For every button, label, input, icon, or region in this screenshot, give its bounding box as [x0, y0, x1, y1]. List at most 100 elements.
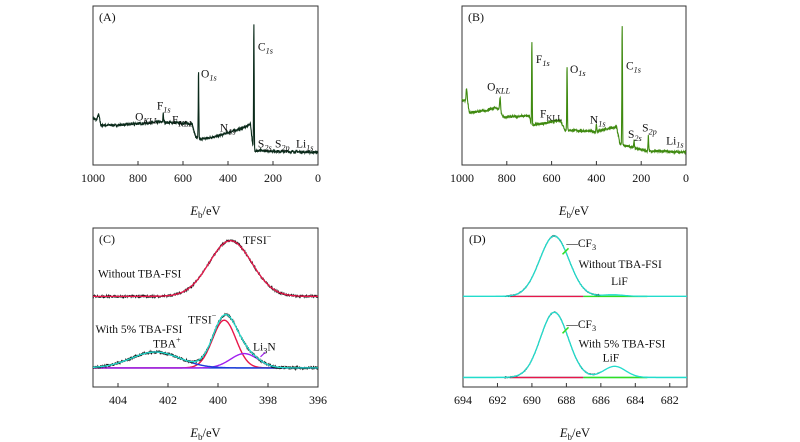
peak-annotation-main: Without TBA-FSI: [98, 268, 182, 280]
peak-annotation-main: C: [258, 42, 266, 54]
peak-annotation: Li3N: [253, 341, 276, 355]
peak-annotation-main: N: [220, 123, 229, 135]
x-axis-label: Eb/eV: [559, 426, 590, 442]
peak-annotation-sub: 1s: [209, 74, 216, 83]
peak-annotation: C1s: [626, 61, 641, 75]
peak-annotation: S2s: [628, 129, 642, 143]
peak-annotation: F1s: [157, 100, 171, 114]
peak-annotation-sub: 1s: [676, 140, 683, 149]
plot-frame: [461, 5, 687, 166]
plot-frame: [92, 227, 319, 388]
peak-annotation-main: S: [628, 129, 634, 141]
peak-annotation: Li1s: [666, 135, 684, 149]
peak-annotation-sub: 3: [592, 324, 596, 333]
x-axis-label: Eb/eV: [558, 204, 589, 220]
peak-annotation: O1s: [570, 64, 586, 78]
x-axis-label-rest: /eV: [203, 426, 221, 440]
peak-annotation: With 5% TBA-FSI: [578, 338, 665, 350]
marker-arrow: [561, 247, 570, 255]
peak-annotation: O1s: [201, 69, 217, 83]
x-tick-label: 684: [626, 393, 644, 407]
peak-annotation-main: O: [201, 69, 209, 81]
x-axis-label-rest: /eV: [571, 204, 589, 218]
peak-annotation-main: Li: [253, 341, 263, 353]
peak-annotation-sub: 1s: [306, 144, 313, 153]
x-tick-label: 0: [315, 171, 321, 185]
x-axis-label-sub: b: [567, 210, 572, 220]
marker-arrow: [260, 351, 266, 358]
x-tick-label: 400: [219, 171, 237, 185]
peak-annotation-sub: 3: [263, 346, 267, 355]
x-axis-label-sub: b: [198, 432, 203, 442]
peak-annotation-sub: KLL: [142, 116, 158, 125]
panel-label: (C): [99, 232, 115, 246]
x-axis-label: Eb/eV: [189, 204, 220, 220]
peak-annotation-main: With 5% TBA-FSI: [96, 324, 183, 336]
x-tick-label: 404: [109, 393, 127, 407]
peak-annotation: S2p: [275, 139, 290, 153]
x-tick-label: 694: [454, 393, 472, 407]
x-tick-label: 800: [129, 171, 147, 185]
panel-b: 1000 800 600 400 200 0Eb/eV(B)F1sO1sC1sOKLLFK…: [450, 5, 689, 220]
x-tick-label: 800: [498, 171, 516, 185]
x-tick-label: 1000: [450, 171, 474, 185]
peak-annotation-sub: KLL: [494, 86, 510, 95]
peak-annotation-main: Li: [296, 139, 306, 151]
peak-annotation-main: F: [540, 108, 546, 120]
peak-annotation-sub: KLL: [177, 120, 193, 129]
fit-envelope-line: [93, 313, 318, 369]
peak-annotation-sub: 3: [592, 243, 596, 252]
panel-label: (D): [469, 232, 486, 246]
x-tick-label: 398: [259, 393, 277, 407]
x-axis-label-main: E: [558, 204, 567, 218]
peak-annotation-sup: −: [212, 311, 217, 320]
peak-annotation-main: —CF: [565, 238, 592, 250]
peak-annotation: With 5% TBA-FSI: [96, 324, 183, 336]
fit-envelope-line: [93, 240, 318, 298]
x-tick-label: 682: [661, 393, 679, 407]
x-tick-label: 686: [592, 393, 610, 407]
fit-envelope-line: [463, 235, 687, 298]
peak-annotation-sub: KLL: [546, 113, 562, 122]
x-axis-label-main: E: [189, 204, 198, 218]
peak-annotation: TFSI−: [188, 311, 217, 326]
x-axis-label-sub: b: [568, 432, 573, 442]
peak-annotation-sup: +: [176, 335, 181, 344]
peak-annotation-main: O: [135, 111, 143, 123]
panel-label: (B): [468, 10, 484, 24]
x-tick-label: 400: [209, 393, 227, 407]
peak-annotation-main: TFSI: [243, 235, 267, 247]
peak-annotation-main: LiF: [611, 276, 628, 288]
peak-annotation: LiF: [603, 353, 620, 365]
peak-annotation-sub: 1s: [578, 69, 585, 78]
peak-annotation-main: S: [275, 139, 281, 151]
peak-annotation-sub: 1s: [163, 105, 170, 114]
peak-annotation: S2s: [258, 139, 272, 153]
survey-spectrum-line: [461, 26, 687, 156]
peak-annotation-main: C: [626, 61, 634, 73]
peak-annotation: —CF3: [565, 238, 596, 252]
peak-annotation-main: TFSI: [188, 314, 212, 326]
peak-annotation-main: F: [536, 54, 542, 66]
peak-annotation-sub: 2s: [634, 134, 641, 143]
x-tick-label: 600: [543, 171, 561, 185]
peak-annotation: F1s: [536, 54, 550, 68]
peak-annotation-sub: 1s: [598, 120, 605, 129]
peak-annotation: Without TBA-FSI: [578, 259, 662, 271]
panel-label: (A): [99, 10, 116, 24]
x-tick-label: 396: [309, 393, 327, 407]
peak-annotation: OKLL: [487, 81, 510, 95]
peak-annotation-main: O: [570, 64, 578, 76]
x-tick-label: 690: [523, 393, 541, 407]
peak-annotation: Without TBA-FSI: [98, 268, 182, 280]
x-axis-label-rest: /eV: [572, 426, 590, 440]
plot-frame: [92, 5, 319, 166]
peak-annotation: FKLL: [540, 108, 562, 122]
peak-annotation-main: O: [487, 81, 495, 93]
peak-annotation-main: S: [642, 123, 648, 135]
peak-annotation-rest: N: [267, 341, 276, 353]
